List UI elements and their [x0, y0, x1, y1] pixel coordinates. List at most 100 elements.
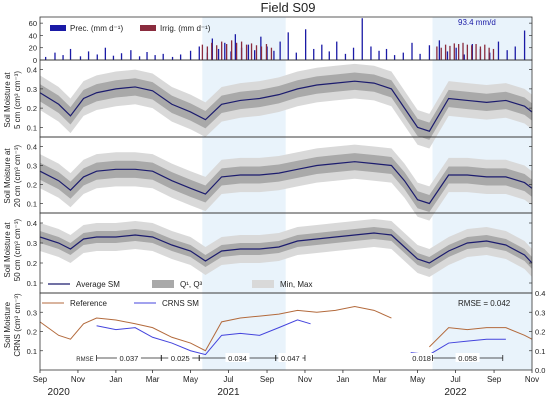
precip-bar-60: [523, 30, 526, 60]
xtick-label-3: Mar: [146, 375, 160, 384]
legend-label-quartiles: Q¹, Q³: [180, 280, 203, 289]
rmse-segment-bg-2: [225, 353, 250, 362]
precip-bar-51: [446, 51, 449, 60]
uncertainty-bands: [40, 63, 532, 277]
precip-bar-39: [344, 53, 347, 60]
precip-bar-31: [279, 41, 281, 60]
rmse-segment-value-2: 0.034: [228, 354, 247, 363]
ylabel-20cm: Soil Moisture at 20 cm (cm³ cm⁻³): [3, 144, 22, 207]
ytick-right-label-0: 0.0: [535, 366, 545, 375]
ytick-right-label-3: 0.3: [535, 308, 545, 317]
ytick-label-1-0: 0.1: [27, 123, 37, 132]
xtick-label-8: Jan: [336, 375, 349, 384]
precip-bar-15: [171, 56, 174, 60]
rmse-annotations: RMSE 0.037 0.025 0.034 0.047 0.018 0.058: [76, 353, 504, 363]
rmse-row-label: RMSE: [76, 357, 93, 363]
peak-annotation: 93.4 mm/d: [458, 18, 496, 27]
ytick-right-label-4: 0.4: [535, 289, 545, 298]
precip-bar-37: [328, 51, 330, 60]
precip-bar-11: [138, 56, 141, 60]
xtick-label-9: Mar: [373, 375, 387, 384]
precip-bar-40: [352, 47, 355, 60]
xtick-label-6: Sep: [260, 375, 275, 384]
precip-bar-3: [69, 48, 72, 60]
ylabel-50cm-line2: 50 cm (cm³ cm⁻³): [13, 218, 22, 281]
rmse-segment-bg-5: [455, 353, 480, 362]
irrig-bar-5: [225, 44, 228, 60]
rmse-segment-value-4: 0.018: [412, 354, 431, 363]
rmse-segment-value-0: 0.037: [120, 354, 139, 363]
precip-bar-7: [104, 47, 107, 60]
ylabel-5cm-line2: 5 cm (cm³ cm⁻³): [13, 71, 22, 129]
precip-bar-27: [253, 50, 256, 60]
precip-bar-49: [428, 45, 431, 60]
xtick-label-13: Nov: [525, 375, 539, 384]
irrig-bar-12: [260, 46, 263, 60]
ylabel-50cm: Soil Moisture at 50 cm (cm³ cm⁻³): [3, 218, 22, 281]
irrig-bar-0: [201, 44, 204, 60]
xtick-label-1: Nov: [71, 375, 85, 384]
irrig-bar-22: [466, 44, 469, 60]
precip-bar-44: [385, 48, 388, 60]
xtick-label-12: Sep: [487, 375, 502, 384]
xtick-label-10: May: [410, 375, 425, 384]
quartile-band-2: [40, 153, 532, 213]
precip-bar-26: [247, 44, 250, 60]
minmax-band-2: [40, 144, 532, 221]
legend-label-precip: Prec. (mm d⁻¹): [70, 24, 123, 33]
ytick-label-4-2: 0.3: [27, 308, 37, 317]
irrig-bar-10: [250, 43, 253, 60]
rmse-segment-bg-4: [409, 353, 434, 362]
precip-bar-50: [438, 40, 441, 60]
precip-bar-8: [112, 55, 115, 60]
ytick-label-3-1: 0.2: [27, 259, 37, 268]
legend-swatch-precip: [50, 25, 66, 31]
irrig-bar-14: [270, 47, 273, 60]
irrig-bar-7: [235, 42, 238, 60]
precip-bar-18: [198, 46, 200, 60]
precip-bar-4: [79, 56, 82, 60]
ytick-label-4-0: 0.1: [27, 347, 37, 356]
ylabel-crns-line1: Soil Moisture: [3, 301, 12, 348]
irrig-bar-13: [265, 44, 268, 60]
year-label-2: 2022: [444, 387, 467, 398]
quartile-band-3: [40, 227, 532, 269]
ytick-label-0-0: 0: [33, 56, 37, 65]
precip-bar-30: [273, 50, 275, 60]
ylabel-5cm-line1: Soil Moisture at: [3, 72, 12, 128]
precip-bar-9: [120, 53, 123, 60]
legend-label-average-sm: Average SM: [76, 280, 120, 289]
crns-sm-line-0: [96, 319, 311, 356]
legend-label-irrig: Irrig. (mm d⁻¹): [160, 24, 211, 33]
xtick-label-5: Jul: [223, 375, 233, 384]
ytick-right-label-1: 0.1: [535, 347, 545, 356]
irrig-bar-25: [479, 46, 482, 60]
precip-bar-48: [419, 53, 421, 60]
precip-bar-36: [321, 44, 323, 60]
precip-bar-21: [217, 48, 220, 60]
irrig-bar-17: [444, 44, 447, 60]
precip-bar-5: [87, 51, 90, 60]
precip-bar-57: [497, 41, 500, 60]
precip-bar-47: [411, 42, 413, 60]
irrig-bar-19: [453, 43, 455, 60]
irrig-bar-18: [449, 45, 451, 60]
precip-bar-1: [54, 52, 56, 60]
precip-bar-46: [402, 52, 404, 60]
ytick-label-1-1: 0.2: [27, 104, 37, 113]
irrig-bar-2: [211, 42, 213, 60]
ylabel-20cm-line1: Soil Moisture at: [3, 148, 12, 204]
ytick-label-2-2: 0.3: [27, 162, 37, 171]
precip-bar-38: [336, 41, 338, 60]
legend-label-crns: CRNS SM: [162, 299, 199, 308]
rmse-segment-bg-0: [116, 353, 141, 362]
legend-swatch-minmax: [252, 280, 274, 288]
precip-bar-52: [455, 47, 457, 60]
precip-bar-12: [146, 52, 148, 60]
ylabel-50cm-line1: Soil Moisture at: [3, 222, 12, 278]
irrig-bar-1: [206, 46, 209, 60]
ylabel-20cm-line2: 20 cm (cm³ cm⁻³): [13, 144, 22, 207]
irrig-bar-20: [458, 44, 460, 60]
legend-label-minmax: Min, Max: [280, 280, 312, 289]
